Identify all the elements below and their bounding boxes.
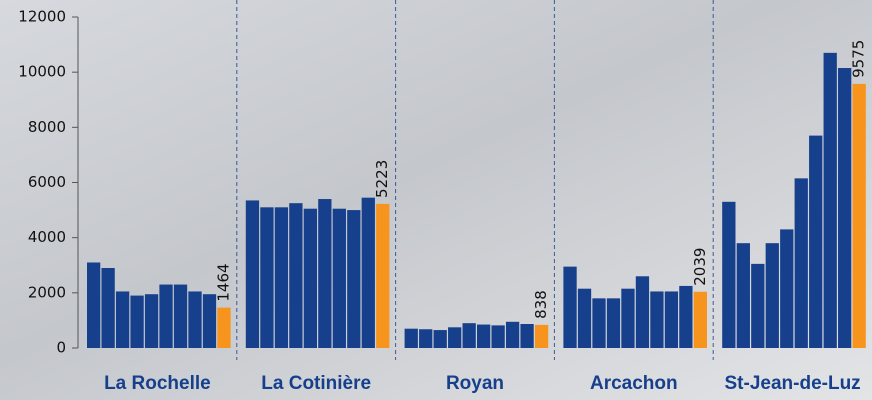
x-tick-label: Arcachon: [590, 373, 678, 394]
y-tick-label: 8000: [28, 118, 66, 136]
bar: [809, 135, 823, 348]
x-tick-label: La Cotinière: [261, 373, 371, 394]
bar: [289, 203, 303, 348]
bar: [635, 276, 650, 348]
bar: [404, 328, 418, 348]
value-label: 1464: [214, 263, 232, 301]
bar: [577, 288, 592, 348]
bar: [448, 327, 462, 348]
bar: [462, 323, 476, 348]
bar: [563, 266, 577, 348]
bar: [780, 229, 794, 348]
bar: [534, 324, 549, 348]
value-label: 838: [532, 290, 550, 319]
bar: [765, 243, 779, 348]
bar: [144, 294, 159, 348]
bar: [274, 207, 289, 348]
bar: [202, 294, 217, 348]
bar: [592, 298, 606, 348]
bar: [722, 201, 736, 348]
bar: [621, 288, 635, 348]
bar: [419, 329, 433, 348]
bar: [115, 291, 130, 348]
bar: [736, 243, 750, 348]
y-tick-label: 6000: [28, 173, 66, 191]
bar: [101, 268, 115, 348]
bar: [520, 324, 534, 348]
bar: [751, 263, 765, 348]
bar: [188, 291, 202, 348]
bar: [852, 83, 866, 348]
bar: [794, 178, 808, 348]
bar: [491, 325, 505, 348]
bar: [838, 68, 852, 348]
y-tick-label: 0: [56, 339, 66, 357]
bar: [505, 321, 520, 348]
y-tick-label: 2000: [28, 283, 66, 301]
bar: [318, 199, 332, 348]
value-label: 5223: [373, 160, 391, 198]
bar: [87, 262, 101, 348]
x-tick-label: Royan: [446, 373, 504, 394]
bar: [173, 284, 188, 348]
bar: [260, 207, 274, 348]
bar: [650, 291, 664, 348]
bar: [130, 295, 144, 348]
bar: [679, 285, 693, 348]
value-label: 2039: [691, 248, 709, 286]
x-tick-label: St-Jean-de-Luz: [725, 373, 861, 394]
bar: [823, 52, 837, 348]
bar: [361, 197, 375, 348]
y-tick-label: 4000: [28, 228, 66, 246]
y-tick-label: 12000: [18, 8, 66, 26]
y-tick-label: 10000: [18, 63, 66, 81]
x-tick-label: La Rochelle: [104, 373, 211, 394]
bar: [477, 324, 491, 348]
bar: [159, 284, 173, 348]
bar: [332, 208, 346, 348]
bar: [606, 298, 621, 348]
bar: [303, 208, 317, 348]
bar: [433, 330, 447, 348]
bar: [245, 200, 260, 348]
bar: [376, 203, 390, 348]
bar: [693, 291, 707, 348]
bar: [664, 291, 679, 348]
bar: [347, 210, 361, 348]
value-label: 9575: [850, 40, 868, 78]
bar: [217, 307, 231, 348]
